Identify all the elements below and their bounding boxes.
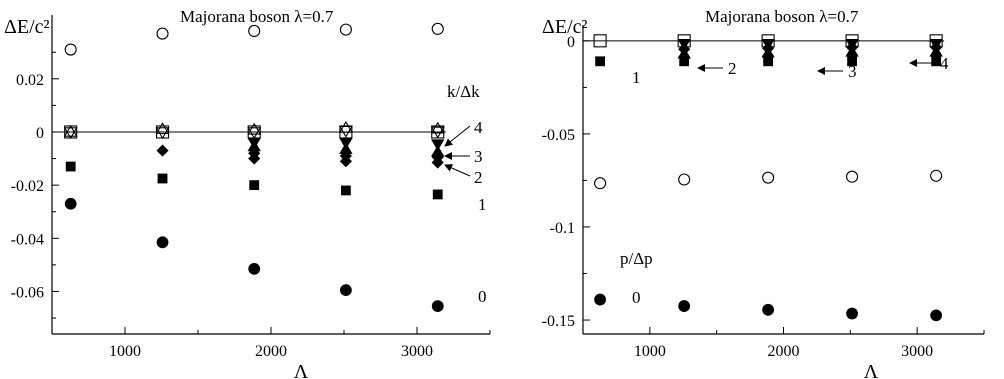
left-data-points	[63, 22, 445, 312]
data-point-open-circle	[678, 173, 691, 186]
data-point-open-circle	[64, 43, 77, 56]
data-point-filled-circle	[846, 307, 858, 320]
data-point-filled-diamond	[339, 155, 352, 168]
data-point-filled-square	[340, 185, 351, 196]
data-point-open-triangle-up	[63, 124, 78, 137]
data-point-open-triangle-down	[430, 126, 445, 139]
data-point-open-triangle-down	[155, 127, 170, 140]
right-arrow-4: 4	[909, 54, 949, 73]
right-chart-title: Majorana boson λ=0.7	[705, 7, 859, 26]
right-arrow-label-2: 2	[728, 59, 737, 78]
data-point-filled-circle	[678, 300, 691, 312]
data-point-open-circle	[156, 27, 169, 40]
data-point-open-triangle-up	[430, 121, 445, 134]
data-point-open-triangle-up	[338, 120, 353, 133]
data-point-open-circle	[594, 177, 607, 190]
x-tick-label: 1000	[109, 343, 141, 360]
data-point-open-triangle-up	[155, 122, 170, 135]
data-point-filled-diamond	[431, 156, 444, 169]
left-series-label-1: 1	[478, 195, 487, 214]
data-point-filled-square	[65, 161, 76, 172]
x-tick-label: 1000	[634, 343, 666, 360]
data-point-filled-triangle-up	[929, 45, 943, 57]
data-point-filled-square	[931, 56, 942, 67]
data-point-open-triangle-down	[338, 125, 353, 138]
data-point-filled-square	[763, 56, 774, 67]
y-tick-label: -0.06	[11, 284, 44, 301]
y-tick-label: 0	[567, 34, 575, 51]
data-point-filled-circle	[930, 309, 943, 322]
x-tick-label: 3000	[901, 343, 933, 360]
left-y-ticks: 0.02 0 -0.02 -0.04 -0.06	[11, 51, 59, 319]
data-point-open-circle	[930, 169, 943, 182]
y-tick-label: -0.05	[542, 127, 575, 144]
y-tick-label: -0.15	[542, 313, 575, 330]
data-point-filled-circle	[431, 300, 444, 312]
left-y-axis-title: ΔE/c²	[4, 16, 50, 38]
left-legend-title: k/Δk	[447, 82, 480, 101]
left-arrow-4: 4	[444, 118, 483, 147]
data-point-open-circle	[248, 24, 261, 38]
data-point-filled-square	[249, 180, 260, 191]
data-point-open-triangle-up	[247, 122, 262, 135]
left-chart-title: Majorana boson λ=0.7	[180, 7, 334, 26]
data-point-filled-square	[432, 189, 443, 200]
right-arrow-3: 3	[817, 62, 857, 81]
right-y-ticks: 0 -0.05 -0.1 -0.15	[542, 34, 590, 330]
y-tick-label: -0.02	[11, 178, 44, 195]
data-point-open-circle	[339, 23, 352, 36]
right-y-axis-title: ΔE/c²	[542, 16, 588, 38]
data-point-filled-triangle-up	[845, 45, 859, 57]
data-point-open-triangle-down	[247, 127, 262, 140]
data-point-filled-diamond	[248, 152, 261, 165]
left-x-axis-title: Λ	[294, 361, 309, 379]
y-tick-label: -0.1	[550, 220, 575, 237]
left-series-label-0: 0	[478, 287, 487, 306]
x-tick-label: 2000	[255, 343, 287, 360]
left-chart: 0.020-0.02-0.04-0.06 1000 2000 3000 ΔE/c² …	[4, 7, 491, 379]
y-tick-label: 0.02	[16, 72, 44, 89]
y-tick-label: -0.04	[11, 231, 44, 248]
data-point-filled-circle	[248, 262, 261, 275]
x-tick-label: 3000	[401, 343, 433, 360]
right-x-axis-title: Λ	[864, 361, 879, 379]
data-point-open-circle	[431, 22, 444, 35]
right-chart: 0 -0.05 -0.1 -0.15 1000 2000 3000 ΔE/c² Λ Maj…	[542, 7, 985, 379]
data-point-filled-circle	[762, 303, 775, 316]
right-legend-title: p/Δp	[620, 249, 653, 268]
data-point-filled-square	[847, 56, 857, 67]
data-point-open-circle	[762, 171, 775, 184]
left-arrow-3: 3	[444, 147, 483, 166]
data-point-open-circle	[846, 170, 859, 183]
right-arrow-label-3: 3	[848, 62, 857, 81]
data-point-filled-square	[595, 56, 606, 67]
right-series-label-0: 0	[632, 288, 641, 307]
data-point-filled-circle	[594, 293, 607, 306]
right-arrow-2: 2	[697, 59, 737, 78]
data-point-open-triangle-down	[63, 127, 78, 140]
right-arrow-label-4: 4	[940, 54, 949, 73]
right-series-label-1: 1	[632, 68, 641, 87]
left-arrow-label-2: 2	[474, 168, 483, 187]
left-arrow-label-4: 4	[474, 118, 483, 137]
data-point-filled-circle	[339, 284, 352, 297]
data-point-open-square	[593, 34, 607, 48]
data-point-filled-circle	[156, 236, 169, 249]
y-tick-label: 0	[36, 125, 44, 142]
data-point-filled-square	[157, 173, 168, 184]
left-arrow-2: 2	[444, 164, 483, 187]
left-x-ticks: 1000 2000 3000	[51, 327, 491, 360]
x-tick-label: 2000	[768, 343, 800, 360]
right-x-ticks: 1000 2000 3000	[582, 327, 985, 360]
data-point-filled-triangle-down	[431, 139, 445, 151]
data-point-filled-diamond	[156, 144, 169, 157]
right-data-points	[593, 34, 943, 322]
data-point-filled-square	[679, 56, 690, 67]
data-point-filled-circle	[64, 197, 77, 210]
left-arrow-label-3: 3	[474, 147, 483, 166]
